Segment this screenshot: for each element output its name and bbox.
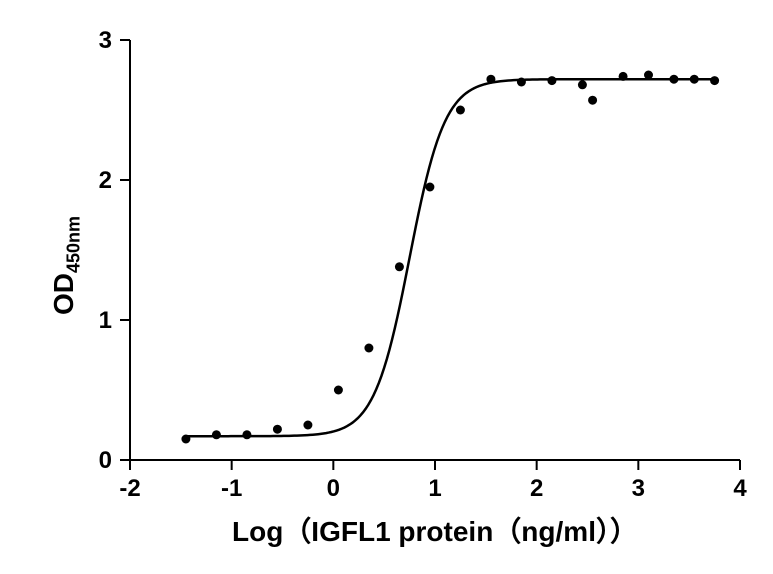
data-point: [669, 75, 678, 84]
svg-text:4: 4: [733, 475, 747, 502]
svg-text:3: 3: [632, 475, 645, 502]
svg-text:1: 1: [99, 307, 112, 334]
dose-response-chart: -2-1012340123 Log（IGFL1 protein（ng/ml）） …: [0, 0, 773, 574]
data-point: [486, 75, 495, 84]
fitted-curve: [186, 79, 715, 436]
svg-text:-1: -1: [221, 475, 242, 502]
data-point: [273, 425, 282, 434]
data-point: [303, 421, 312, 430]
data-point: [644, 71, 653, 80]
svg-text:-2: -2: [119, 475, 140, 502]
svg-text:0: 0: [99, 447, 112, 474]
svg-text:2: 2: [530, 475, 543, 502]
data-point: [588, 96, 597, 105]
data-point: [395, 262, 404, 271]
svg-text:0: 0: [327, 475, 340, 502]
x-axis-title: Log（IGFL1 protein（ng/ml））: [130, 510, 740, 550]
data-point: [547, 76, 556, 85]
data-point: [364, 344, 373, 353]
svg-text:1: 1: [428, 475, 441, 502]
data-point: [456, 106, 465, 115]
svg-text:3: 3: [99, 27, 112, 54]
data-point: [212, 430, 221, 439]
svg-text:2: 2: [99, 167, 112, 194]
data-point: [710, 76, 719, 85]
data-point: [181, 435, 190, 444]
data-point: [517, 78, 526, 87]
data-point: [334, 386, 343, 395]
data-point: [690, 75, 699, 84]
data-point: [619, 72, 628, 81]
chart-svg: -2 -1 0 1 2 3 4 0 1 2 3: [0, 0, 773, 574]
data-point: [242, 430, 251, 439]
data-point: [425, 183, 434, 192]
y-axis-title: OD450nm: [48, 216, 85, 315]
data-point: [578, 80, 587, 89]
